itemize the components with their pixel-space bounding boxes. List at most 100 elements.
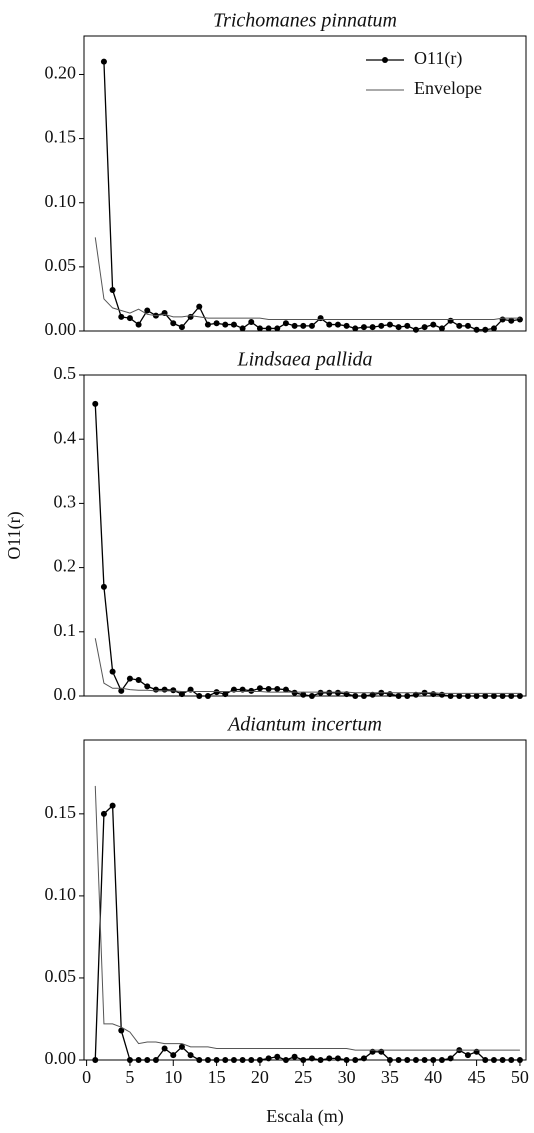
data-point xyxy=(404,693,411,699)
data-point xyxy=(447,317,454,324)
data-point xyxy=(282,320,289,327)
data-point xyxy=(230,321,237,328)
data-point xyxy=(352,325,359,332)
data-point xyxy=(412,1057,419,1063)
data-point xyxy=(378,322,385,329)
data-point xyxy=(395,1057,402,1063)
data-point xyxy=(308,322,315,329)
data-point xyxy=(239,1057,246,1063)
data-point xyxy=(300,322,307,329)
data-point xyxy=(499,693,506,699)
series-line xyxy=(103,61,521,331)
x-tick-label: 10 xyxy=(164,1067,182,1087)
data-point xyxy=(248,1057,255,1063)
data-point xyxy=(395,693,402,699)
data-point xyxy=(456,322,463,329)
data-point xyxy=(256,685,263,692)
data-point xyxy=(100,58,107,65)
data-point xyxy=(317,689,324,696)
data-point xyxy=(490,693,497,699)
y-tick-label: 0.4 xyxy=(54,427,77,447)
data-point xyxy=(352,1057,359,1063)
legend-label: O11(r) xyxy=(414,48,462,69)
data-point xyxy=(291,322,298,329)
data-point xyxy=(109,286,116,293)
data-point xyxy=(170,320,177,327)
data-point xyxy=(222,1057,229,1063)
data-point xyxy=(291,689,298,696)
data-point xyxy=(118,687,125,694)
data-point xyxy=(274,685,281,692)
data-point xyxy=(222,321,229,328)
data-point xyxy=(265,685,272,692)
data-point xyxy=(343,322,350,329)
data-point xyxy=(447,1055,454,1062)
chart-title: Adiantum incertum xyxy=(226,714,382,736)
data-point xyxy=(412,326,419,333)
data-point xyxy=(386,321,393,328)
data-point xyxy=(386,1057,393,1063)
y-tick-label: 0.5 xyxy=(54,363,77,383)
legend-label: Envelope xyxy=(414,78,482,98)
x-tick-label: 45 xyxy=(468,1067,486,1087)
data-point xyxy=(404,1057,411,1063)
x-tick-label: 40 xyxy=(424,1067,442,1087)
data-point xyxy=(438,1057,445,1063)
data-point xyxy=(464,693,471,699)
y-tick-label: 0.05 xyxy=(45,966,77,986)
x-tick-label: 15 xyxy=(208,1067,226,1087)
data-point xyxy=(178,1043,185,1050)
data-point xyxy=(369,324,376,331)
data-point xyxy=(152,686,159,693)
y-tick-label: 0.1 xyxy=(54,620,77,640)
y-tick-label: 0.15 xyxy=(45,127,77,147)
series-line xyxy=(94,638,520,694)
data-point xyxy=(100,810,107,817)
data-point xyxy=(317,1057,324,1063)
series-line xyxy=(94,403,520,697)
data-point xyxy=(499,1057,506,1063)
data-point xyxy=(196,303,203,310)
y-tick-label: 0.10 xyxy=(45,884,77,904)
data-point xyxy=(282,1057,289,1063)
data-point xyxy=(109,668,116,675)
data-point xyxy=(360,1055,367,1062)
data-point xyxy=(447,693,454,699)
data-point xyxy=(126,1057,133,1063)
data-point xyxy=(334,1055,341,1062)
data-point xyxy=(482,693,489,699)
data-point xyxy=(343,1057,350,1063)
x-tick-label: 35 xyxy=(381,1067,399,1087)
data-point xyxy=(464,322,471,329)
data-point xyxy=(213,1057,220,1063)
data-point xyxy=(204,693,211,699)
data-point xyxy=(352,693,359,699)
data-point xyxy=(248,687,255,694)
chart-title: Trichomanes pinnatum xyxy=(213,10,397,32)
data-point xyxy=(144,307,151,314)
y-tick-label: 0.3 xyxy=(54,492,77,512)
data-point xyxy=(430,691,437,698)
data-point xyxy=(473,693,480,699)
y-tick-label: 0.00 xyxy=(45,1048,77,1068)
data-point xyxy=(421,324,428,331)
x-tick-label: 25 xyxy=(294,1067,312,1087)
data-point xyxy=(213,689,220,696)
data-point xyxy=(508,1057,515,1063)
data-point xyxy=(144,683,151,690)
x-tick-label: 50 xyxy=(511,1067,529,1087)
y-tick-label: 0.0 xyxy=(54,684,77,704)
data-point xyxy=(161,686,168,693)
data-point xyxy=(178,324,185,331)
data-point xyxy=(187,1052,194,1059)
data-point xyxy=(334,321,341,328)
data-point xyxy=(152,1057,159,1063)
data-point xyxy=(118,313,125,320)
y-tick-label: 0.2 xyxy=(54,556,77,576)
data-point xyxy=(360,324,367,331)
x-tick-label: 5 xyxy=(125,1067,134,1087)
y-tick-label: 0.10 xyxy=(45,191,77,211)
data-point xyxy=(248,319,255,326)
data-point xyxy=(421,1057,428,1063)
